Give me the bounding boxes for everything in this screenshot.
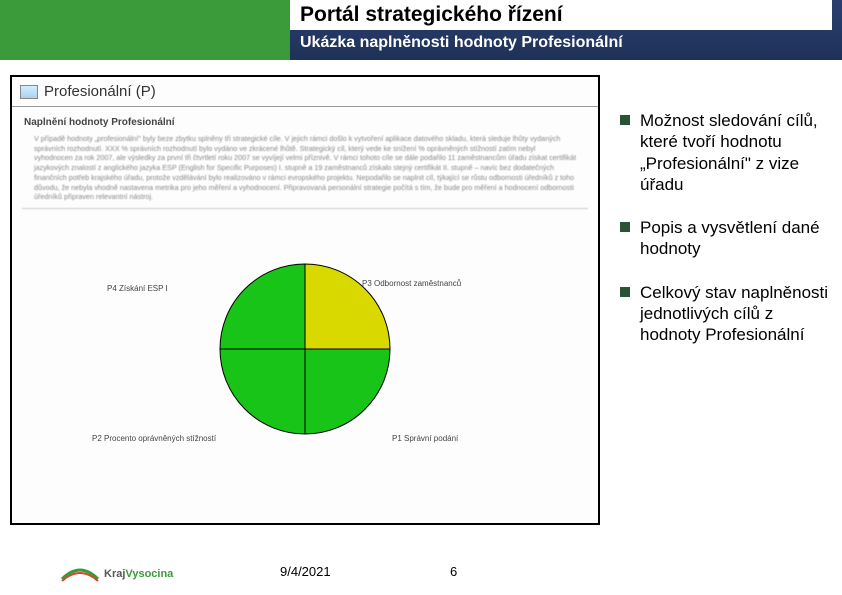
bullet-text: Popis a vysvětlení dané hodnoty — [640, 217, 830, 260]
bullet-item: Popis a vysvětlení dané hodnoty — [620, 217, 830, 260]
slide-header: Portál strategického řízení Ukázka napln… — [0, 0, 842, 60]
bullet-list: Možnost sledování cílů, které tvoří hodn… — [620, 110, 830, 367]
bullet-marker-icon — [620, 287, 630, 297]
page-heading-text: Profesionální (P) — [44, 83, 156, 100]
pie-slice-label: P2 Procento oprávněných stížností — [92, 434, 216, 443]
slide-title: Portál strategického řízení — [300, 3, 563, 27]
logo-line2: Vysocina — [125, 568, 173, 580]
bullet-text: Celkový stav naplněnosti jednotlivých cí… — [640, 282, 830, 346]
portal-screenshot: Profesionální (P) Naplnění hodnoty Profe… — [10, 75, 600, 525]
pie-slice-label: P3 Odbornost zaměstnanců — [362, 279, 461, 288]
pie-slice — [220, 264, 305, 349]
page-heading: Profesionální (P) — [12, 77, 598, 107]
section-body: V případě hodnoty „profesionální" byly b… — [22, 130, 588, 209]
bullet-item: Možnost sledování cílů, které tvoří hodn… — [620, 110, 830, 195]
logo-line1: Kraj — [104, 568, 125, 580]
bullet-marker-icon — [620, 222, 630, 232]
pie-slice — [220, 349, 305, 434]
footer-date: 9/4/2021 — [280, 564, 331, 579]
page-icon — [20, 85, 38, 99]
logo-text: KrajVysocina — [104, 569, 173, 580]
header-accent — [0, 0, 290, 60]
pie-chart-area: P3 Odbornost zaměstnanců P1 Správní podán… — [12, 219, 598, 479]
bullet-item: Celkový stav naplněnosti jednotlivých cí… — [620, 282, 830, 346]
section-title: Naplnění hodnoty Profesionální — [12, 107, 598, 130]
bullet-text: Možnost sledování cílů, které tvoří hodn… — [640, 110, 830, 195]
logo-swoosh-icon — [60, 565, 100, 583]
pie-slice-label: P1 Správní podání — [392, 434, 458, 443]
slide-subtitle: Ukázka naplněnosti hodnoty Profesionální — [300, 34, 623, 52]
header-title-box: Portál strategického řízení — [290, 0, 832, 30]
footer-page-number: 6 — [450, 564, 457, 579]
pie-slice — [305, 349, 390, 434]
footer-logo: KrajVysocina — [60, 565, 173, 583]
bullet-marker-icon — [620, 115, 630, 125]
pie-slice — [305, 264, 390, 349]
pie-slice-label: P4 Získání ESP I — [107, 284, 168, 293]
